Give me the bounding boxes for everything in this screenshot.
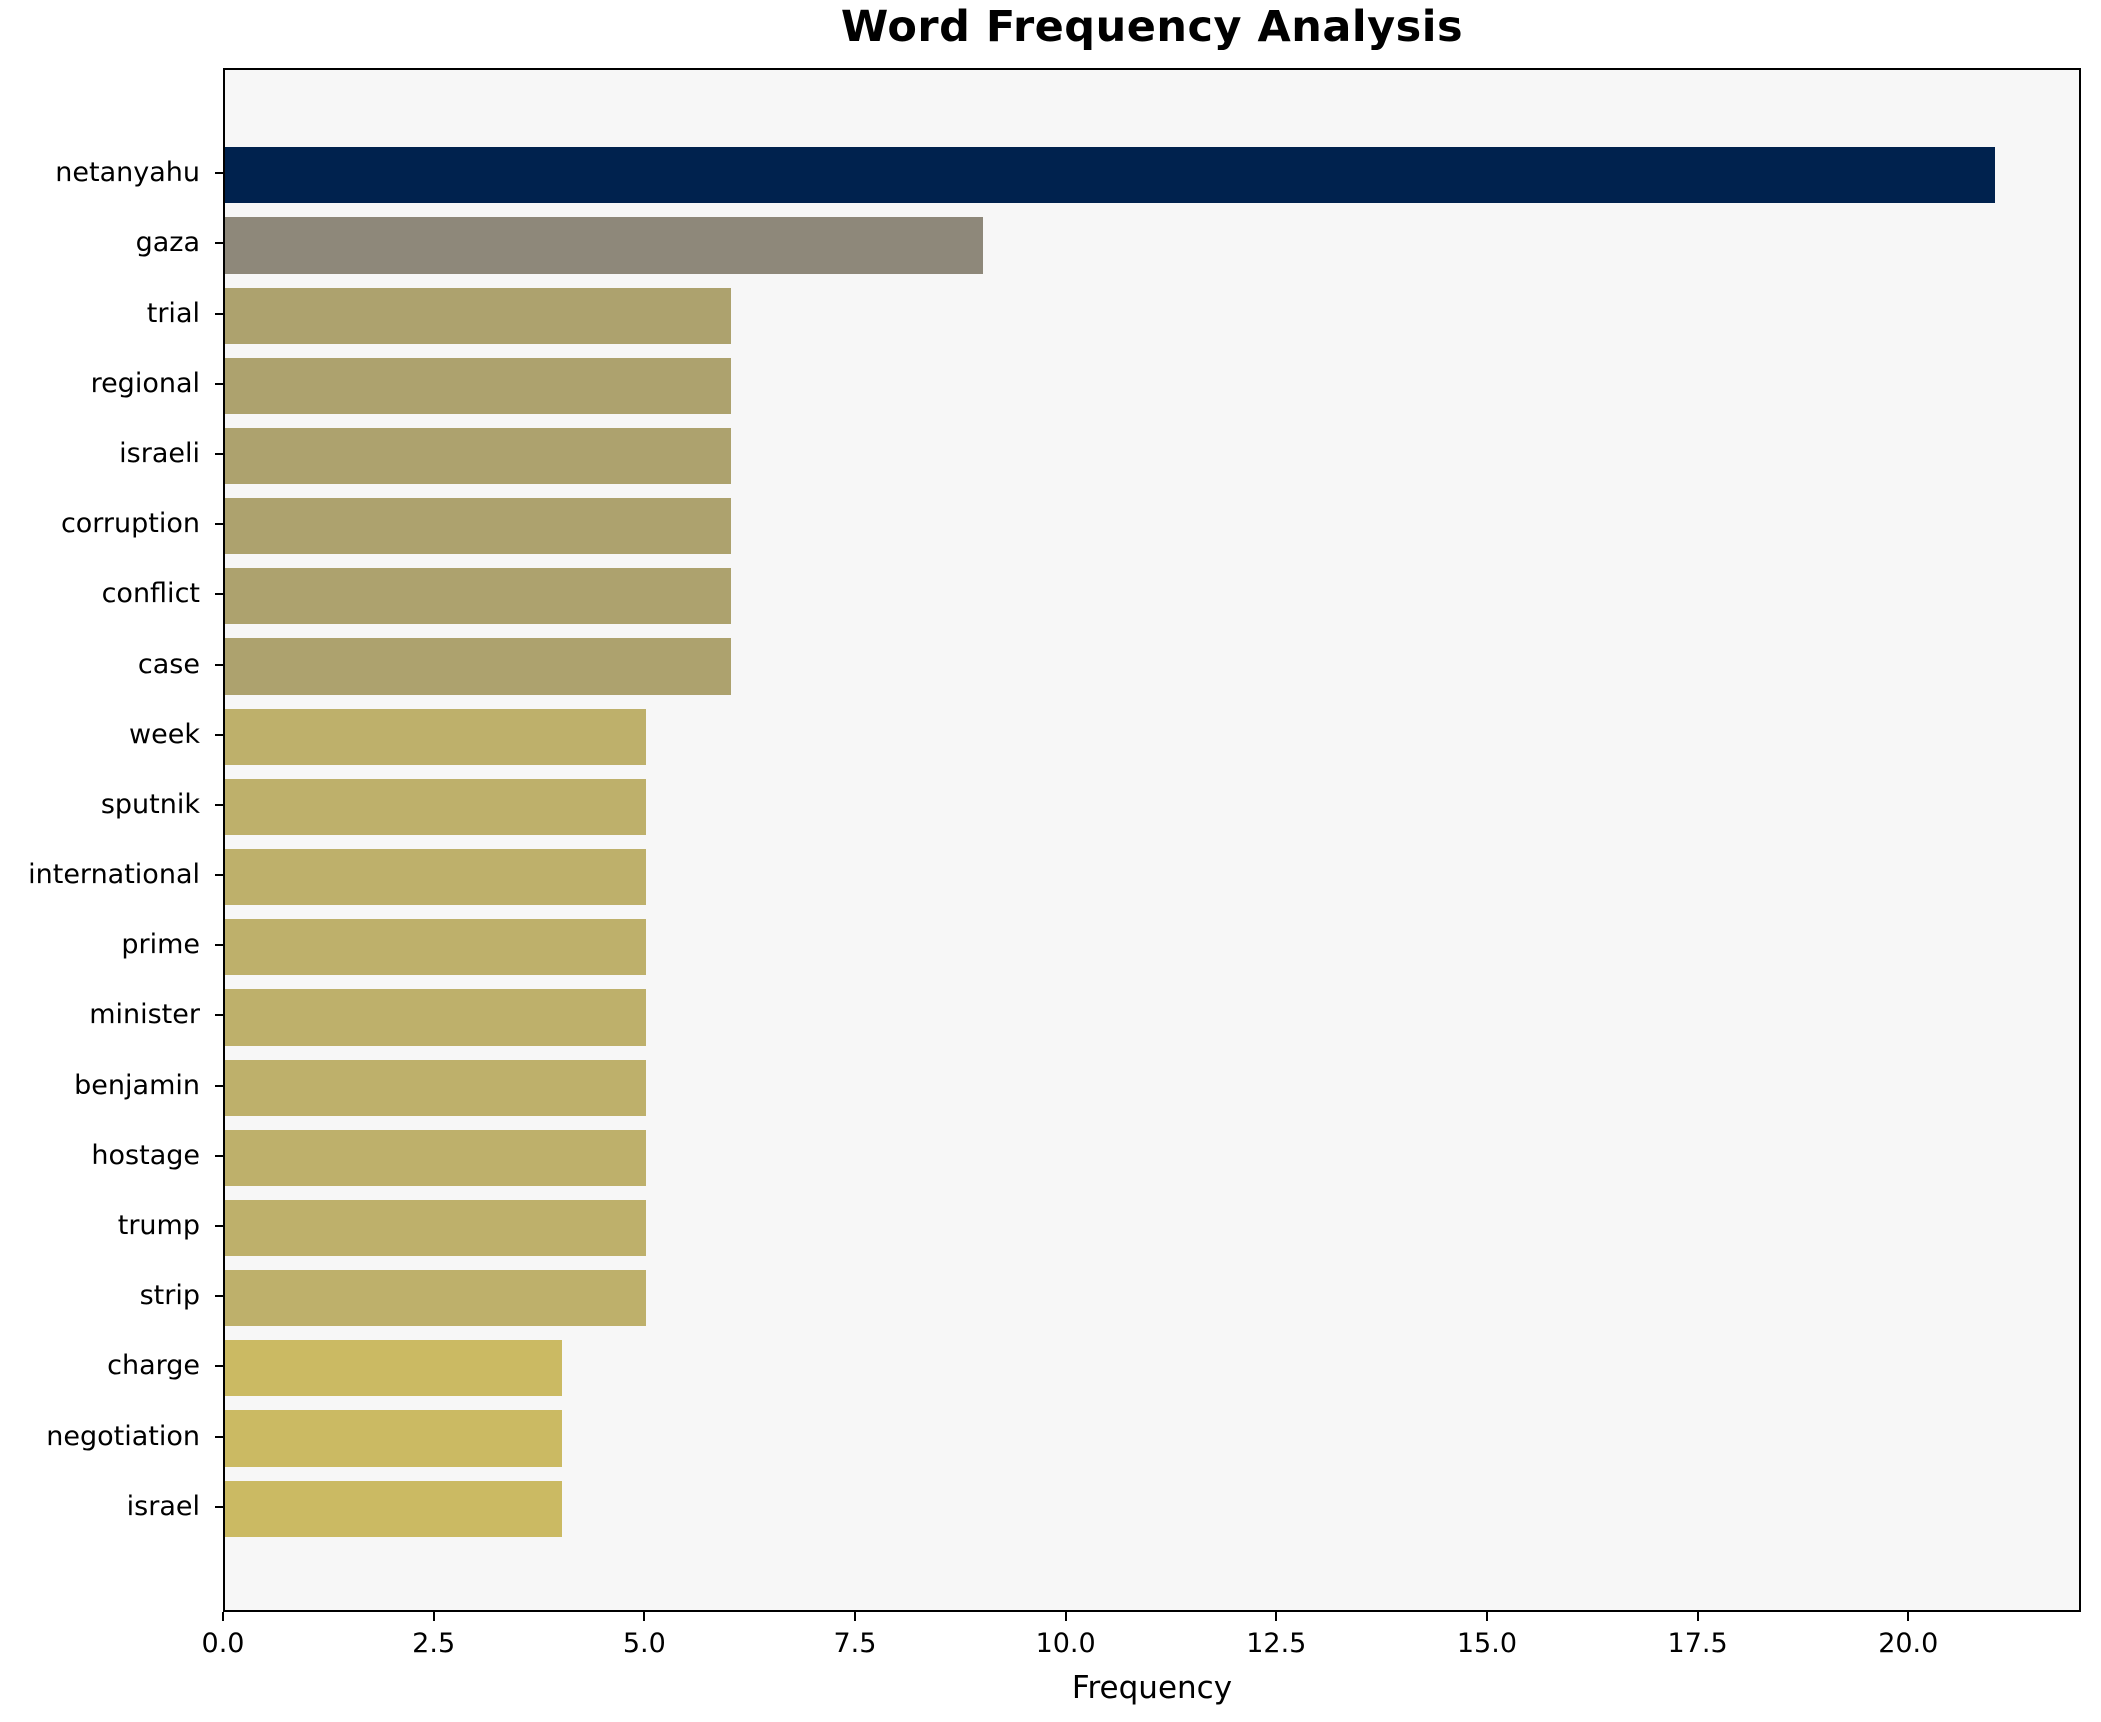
y-tick-label-strip: strip xyxy=(139,1280,200,1312)
x-tick-mark xyxy=(1696,1612,1699,1621)
bar-conflict xyxy=(225,568,731,625)
y-tick-label-hostage: hostage xyxy=(91,1139,200,1171)
y-tick-label-conflict: conflict xyxy=(101,578,200,610)
bar-negotiation xyxy=(225,1410,563,1467)
bar-minister xyxy=(225,989,647,1046)
bar-week xyxy=(225,708,647,765)
bar-corruption xyxy=(225,498,731,555)
bar-hostage xyxy=(225,1129,647,1186)
bar-israel xyxy=(225,1480,563,1537)
x-tick-mark xyxy=(1064,1612,1067,1621)
y-tick-mark xyxy=(215,523,223,526)
y-tick-mark xyxy=(215,944,223,947)
y-tick-mark xyxy=(215,874,223,877)
x-tick-mark xyxy=(1907,1612,1910,1621)
y-tick-mark xyxy=(215,1435,223,1438)
y-tick-label-prime: prime xyxy=(121,929,200,961)
y-tick-mark xyxy=(215,242,223,245)
x-tick-mark xyxy=(1275,1612,1278,1621)
x-tick-mark xyxy=(432,1612,435,1621)
bar-trial xyxy=(225,287,731,344)
bar-regional xyxy=(225,357,731,414)
y-tick-label-negotiation: negotiation xyxy=(46,1420,200,1452)
y-tick-label-charge: charge xyxy=(107,1350,200,1382)
bar-benjamin xyxy=(225,1059,647,1116)
bar-trump xyxy=(225,1199,647,1257)
y-tick-mark xyxy=(215,1084,223,1087)
x-tick-mark xyxy=(643,1612,646,1621)
bar-charge xyxy=(225,1340,563,1397)
x-tick-label: 12.5 xyxy=(1246,1628,1307,1659)
y-tick-label-sputnik: sputnik xyxy=(100,788,200,820)
y-tick-label-international: international xyxy=(28,859,200,891)
y-tick-mark xyxy=(215,733,223,736)
y-tick-mark xyxy=(215,382,223,385)
y-tick-mark xyxy=(215,663,223,666)
bar-netanyahu xyxy=(225,147,1995,204)
y-tick-label-netanyahu: netanyahu xyxy=(55,157,200,189)
y-tick-mark xyxy=(215,1225,223,1227)
x-tick-label: 0.0 xyxy=(201,1628,245,1659)
y-tick-label-corruption: corruption xyxy=(60,508,200,540)
bar-case xyxy=(225,638,731,695)
y-tick-label-gaza: gaza xyxy=(135,227,200,259)
y-tick-label-trump: trump xyxy=(117,1210,200,1241)
bar-israeli xyxy=(225,427,731,485)
bar-sputnik xyxy=(225,778,647,835)
x-tick-mark xyxy=(1485,1612,1488,1621)
bar-prime xyxy=(225,919,647,976)
y-tick-label-trial: trial xyxy=(146,297,200,329)
y-tick-mark xyxy=(215,803,223,806)
y-tick-label-israeli: israeli xyxy=(119,438,200,469)
y-tick-label-case: case xyxy=(137,648,200,680)
y-tick-mark xyxy=(215,1154,223,1157)
y-tick-mark xyxy=(215,453,223,455)
y-tick-label-minister: minister xyxy=(89,999,200,1031)
bar-gaza xyxy=(225,217,984,274)
y-tick-mark xyxy=(215,593,223,596)
y-tick-mark xyxy=(215,1014,223,1017)
x-tick-label: 7.5 xyxy=(833,1628,877,1659)
x-tick-label: 2.5 xyxy=(412,1628,456,1659)
chart-title: Word Frequency Analysis xyxy=(840,2,1464,52)
x-tick-mark xyxy=(853,1612,856,1621)
y-tick-label-israel: israel xyxy=(126,1490,200,1522)
y-tick-mark xyxy=(215,1295,223,1298)
x-tick-label: 20.0 xyxy=(1878,1628,1939,1659)
y-tick-label-benjamin: benjamin xyxy=(74,1069,200,1101)
y-tick-mark xyxy=(215,1365,223,1368)
x-tick-label: 17.5 xyxy=(1667,1628,1728,1659)
x-tick-label: 5.0 xyxy=(622,1628,666,1659)
bar-international xyxy=(225,849,647,906)
x-tick-label: 15.0 xyxy=(1456,1628,1517,1659)
y-tick-mark xyxy=(215,172,223,175)
bar-strip xyxy=(225,1270,647,1327)
y-tick-label-regional: regional xyxy=(90,367,200,399)
y-tick-label-week: week xyxy=(129,718,200,750)
x-tick-label: 10.0 xyxy=(1035,1628,1096,1659)
y-tick-mark xyxy=(215,312,223,315)
y-tick-mark xyxy=(215,1505,223,1508)
x-axis-label: Frequency xyxy=(1071,1670,1233,1706)
x-tick-mark xyxy=(222,1612,224,1621)
plot-area xyxy=(223,68,2081,1612)
